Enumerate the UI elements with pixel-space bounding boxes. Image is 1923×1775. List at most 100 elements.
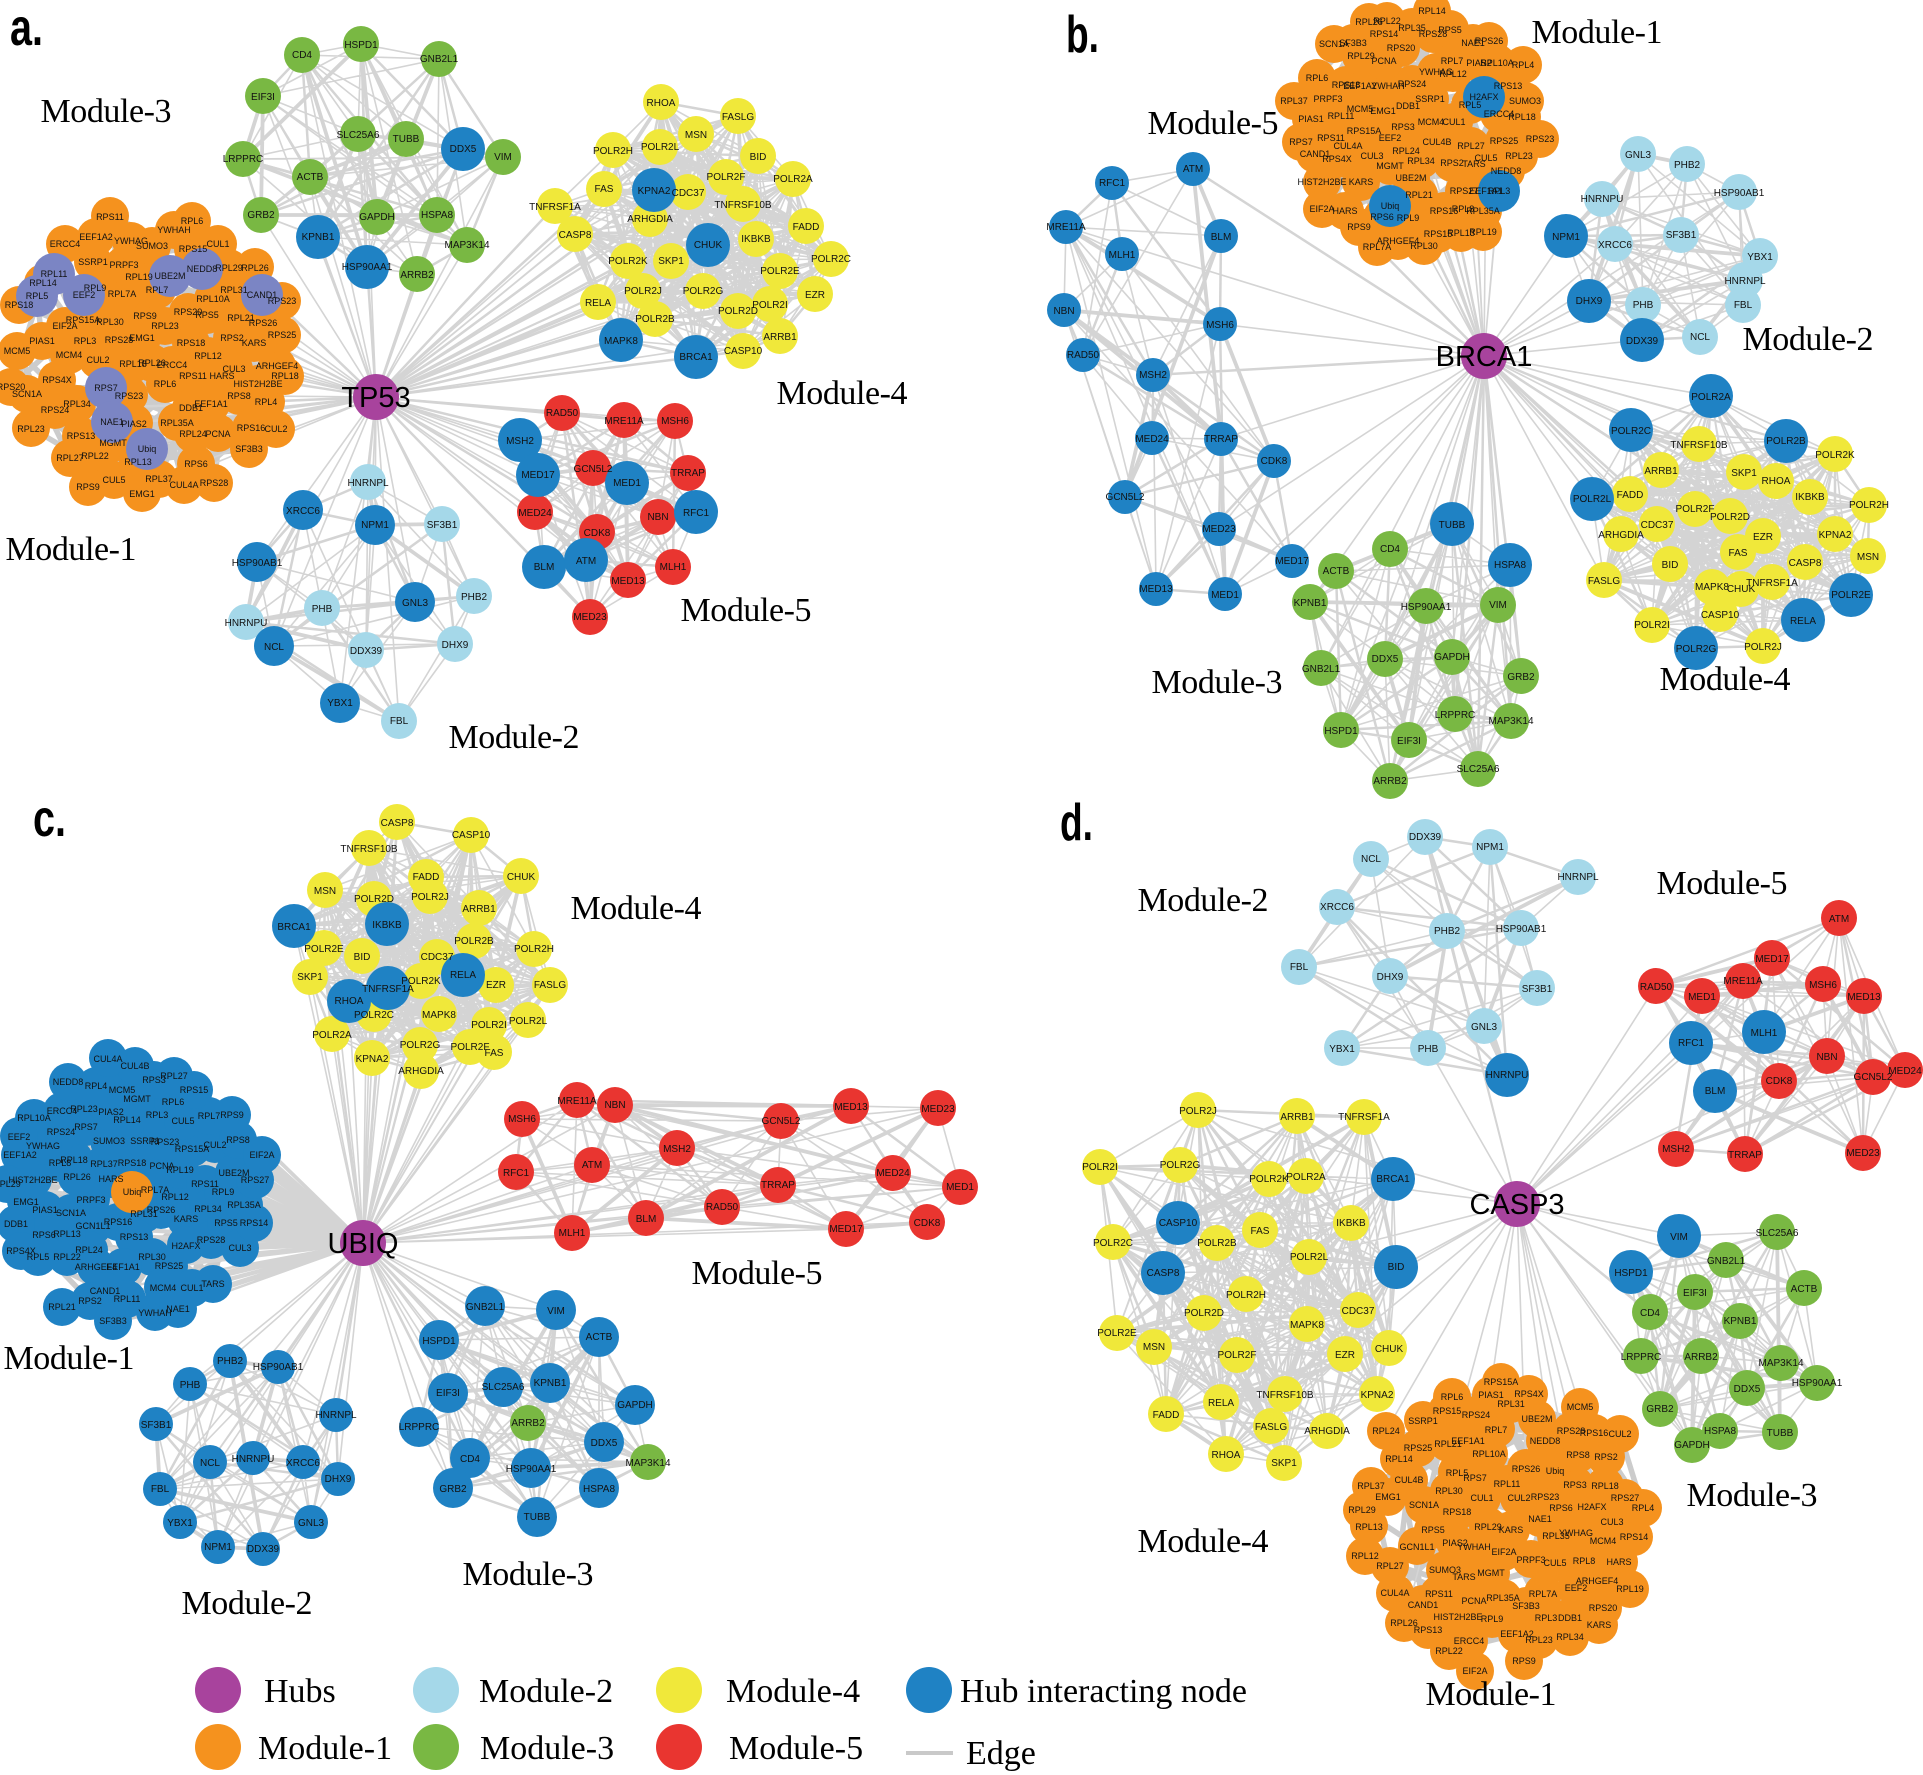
svg-text:RAD50: RAD50 xyxy=(1640,982,1673,993)
svg-text:SF3B1: SF3B1 xyxy=(1666,230,1697,241)
svg-text:RPL14: RPL14 xyxy=(1418,6,1446,16)
svg-text:CUL1: CUL1 xyxy=(1442,117,1465,127)
svg-text:POLR2B: POLR2B xyxy=(1766,436,1806,447)
svg-text:GCN5L2: GCN5L2 xyxy=(762,1116,801,1127)
svg-text:RPS3: RPS3 xyxy=(1391,122,1415,132)
svg-text:FBL: FBL xyxy=(390,716,409,727)
svg-text:CUL5: CUL5 xyxy=(102,475,125,485)
svg-text:SF3B1: SF3B1 xyxy=(427,520,458,531)
svg-text:POLR2D: POLR2D xyxy=(354,894,394,905)
svg-text:HSP90AB1: HSP90AB1 xyxy=(1496,924,1547,935)
svg-text:RPL5: RPL5 xyxy=(26,291,49,301)
svg-text:RPL3: RPL3 xyxy=(146,1110,169,1120)
svg-text:Module-2: Module-2 xyxy=(449,719,580,756)
svg-text:MCM4: MCM4 xyxy=(1590,1536,1617,1546)
svg-text:EMG1: EMG1 xyxy=(129,489,155,499)
svg-text:RELA: RELA xyxy=(585,298,611,309)
svg-text:PCNA: PCNA xyxy=(149,1161,174,1171)
svg-text:CUL2: CUL2 xyxy=(203,1140,226,1150)
svg-text:RPL24: RPL24 xyxy=(1392,146,1420,156)
svg-text:EEF2: EEF2 xyxy=(1565,1583,1588,1593)
svg-text:MCM5: MCM5 xyxy=(1567,1402,1594,1412)
svg-text:KARS: KARS xyxy=(1499,1525,1524,1535)
svg-text:SUMO3: SUMO3 xyxy=(93,1136,125,1146)
svg-text:RPS26: RPS26 xyxy=(1512,1464,1541,1474)
svg-text:RPL10A: RPL10A xyxy=(17,1113,51,1123)
svg-text:CDC37: CDC37 xyxy=(421,952,454,963)
svg-text:MCM5: MCM5 xyxy=(109,1085,136,1095)
svg-text:RPS3: RPS3 xyxy=(142,1075,166,1085)
svg-text:NEDD8: NEDD8 xyxy=(187,264,218,274)
svg-text:RPL19: RPL19 xyxy=(166,1165,194,1175)
svg-text:RPS6: RPS6 xyxy=(184,459,208,469)
svg-text:RPL12: RPL12 xyxy=(161,1192,189,1202)
svg-text:RPS5: RPS5 xyxy=(1438,25,1462,35)
svg-text:MSH6: MSH6 xyxy=(508,1114,536,1125)
svg-text:RFC1: RFC1 xyxy=(1678,1038,1705,1049)
svg-text:HSP90AA1: HSP90AA1 xyxy=(1792,1378,1843,1389)
svg-text:RPL27: RPL27 xyxy=(56,453,84,463)
svg-text:HIST2H2BE: HIST2H2BE xyxy=(1433,1612,1482,1622)
svg-text:HIST2H2BE: HIST2H2BE xyxy=(8,1175,57,1185)
svg-text:RPL26: RPL26 xyxy=(241,263,269,273)
svg-text:GAPDH: GAPDH xyxy=(359,212,395,223)
svg-text:PIAS1: PIAS1 xyxy=(32,1205,58,1215)
svg-text:RPL7: RPL7 xyxy=(1485,1425,1508,1435)
svg-text:MRE11A: MRE11A xyxy=(1046,222,1086,233)
svg-text:ARRB1: ARRB1 xyxy=(1280,1112,1314,1123)
svg-text:HNRNPU: HNRNPU xyxy=(225,618,268,629)
svg-text:RPS11: RPS11 xyxy=(179,371,207,381)
svg-text:TARS: TARS xyxy=(1462,159,1485,169)
svg-text:CUL3: CUL3 xyxy=(222,364,245,374)
svg-text:RPL7A: RPL7A xyxy=(141,1185,170,1195)
svg-text:SUMO3: SUMO3 xyxy=(1429,1565,1461,1575)
svg-text:H2AFX: H2AFX xyxy=(1469,92,1498,102)
svg-text:MRE11A: MRE11A xyxy=(1723,976,1763,987)
svg-text:GCN5L2: GCN5L2 xyxy=(1854,1072,1893,1083)
svg-text:DDX5: DDX5 xyxy=(1372,654,1399,665)
svg-text:RPL35A: RPL35A xyxy=(1486,1593,1520,1603)
svg-text:CASP8: CASP8 xyxy=(381,818,414,829)
svg-text:Module-1: Module-1 xyxy=(1532,14,1663,51)
svg-text:YBX1: YBX1 xyxy=(167,1518,193,1529)
svg-text:RPL22: RPL22 xyxy=(81,451,109,461)
svg-text:RPL7: RPL7 xyxy=(1441,56,1464,66)
svg-text:BLM: BLM xyxy=(534,562,555,573)
svg-text:RPS18: RPS18 xyxy=(118,1158,147,1168)
svg-text:RPS28: RPS28 xyxy=(197,1235,226,1245)
svg-text:RPS13: RPS13 xyxy=(1494,81,1523,91)
svg-text:HSPA8: HSPA8 xyxy=(421,210,453,221)
svg-text:RPL14: RPL14 xyxy=(1385,1454,1413,1464)
svg-text:CUL1: CUL1 xyxy=(180,1283,203,1293)
svg-text:RPL23: RPL23 xyxy=(17,424,45,434)
svg-text:MCM4: MCM4 xyxy=(150,1283,177,1293)
svg-text:FADD: FADD xyxy=(413,872,440,883)
svg-text:RPL11: RPL11 xyxy=(41,269,68,279)
svg-text:EIF2A: EIF2A xyxy=(52,321,77,331)
svg-text:RPL9: RPL9 xyxy=(212,1187,235,1197)
svg-text:KPNB1: KPNB1 xyxy=(1294,598,1327,609)
svg-text:EEF1A2: EEF1A2 xyxy=(3,1150,37,1160)
svg-text:MSN: MSN xyxy=(1143,1342,1165,1353)
svg-text:HIST2H2BE: HIST2H2BE xyxy=(233,379,282,389)
svg-text:EZR: EZR xyxy=(1753,532,1773,543)
svg-text:YWHAH: YWHAH xyxy=(138,1308,172,1318)
svg-text:GCN5L2: GCN5L2 xyxy=(1106,492,1145,503)
svg-text:RPS13: RPS13 xyxy=(1414,1625,1443,1635)
svg-text:MSN: MSN xyxy=(314,886,336,897)
svg-text:CUL4A: CUL4A xyxy=(93,1054,122,1064)
svg-text:ARHGEF4: ARHGEF4 xyxy=(1377,236,1420,246)
svg-text:KARS: KARS xyxy=(174,1214,199,1224)
svg-text:CAND1: CAND1 xyxy=(1300,149,1331,159)
svg-text:SLC25A6: SLC25A6 xyxy=(482,1382,525,1393)
svg-text:RPL8: RPL8 xyxy=(1573,1556,1596,1566)
svg-text:EEF2: EEF2 xyxy=(73,290,96,300)
svg-text:RPS26: RPS26 xyxy=(147,1205,176,1215)
svg-text:GNB2L1: GNB2L1 xyxy=(466,1302,505,1313)
svg-text:NCL: NCL xyxy=(1690,332,1710,343)
svg-text:PHB: PHB xyxy=(1418,1044,1439,1055)
svg-text:RPS18: RPS18 xyxy=(1443,1507,1472,1517)
svg-text:POLR2G: POLR2G xyxy=(683,286,724,297)
svg-text:RPS7: RPS7 xyxy=(94,383,118,393)
svg-text:GNL3: GNL3 xyxy=(1471,1022,1498,1033)
